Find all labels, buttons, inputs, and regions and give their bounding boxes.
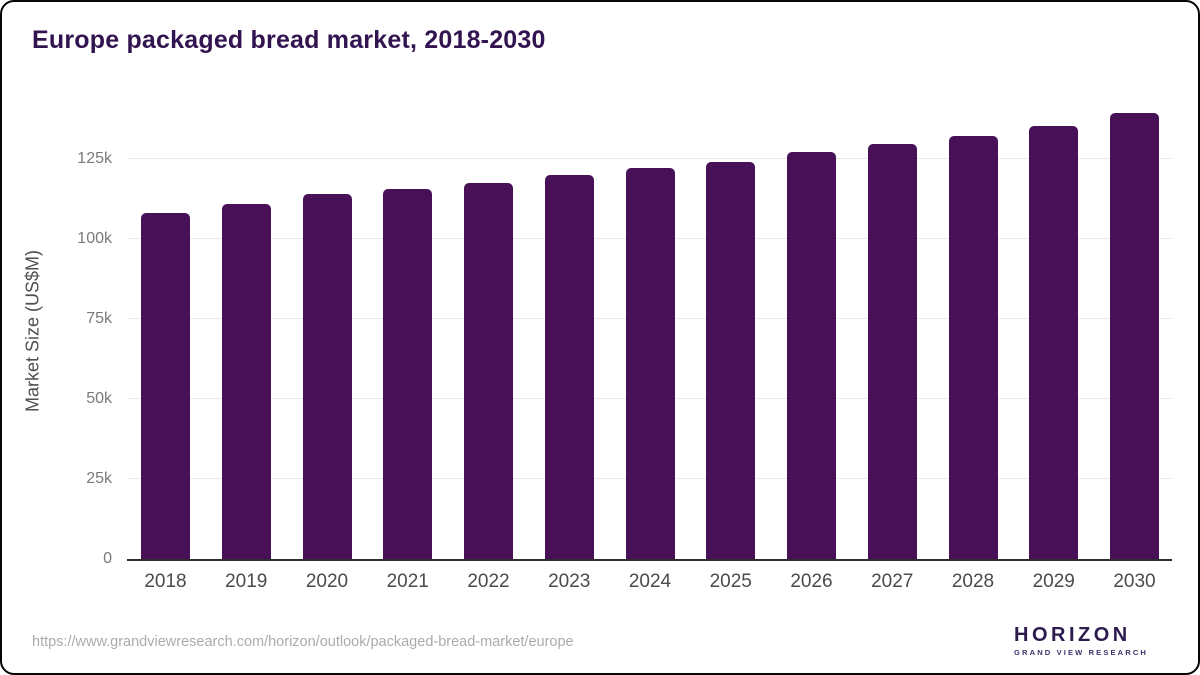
x-axis-tick-label: 2020 (305, 571, 349, 592)
bar-column: 2027 (867, 101, 917, 592)
horizon-logo: HORIZON GRAND VIEW RESEARCH (968, 622, 1148, 659)
gridline (127, 158, 1172, 159)
plot-area: 0 25k 50k 75k 100k 125k 2018 2019 2020 2021 2022 2… (77, 101, 1172, 592)
y-axis-tick-label: 25k (86, 470, 112, 487)
bar-column: 2024 (625, 101, 675, 592)
bar-2018[interactable] (141, 212, 190, 559)
x-axis-tick-label: 2028 (951, 571, 995, 592)
bar-2029[interactable] (1029, 126, 1079, 559)
y-axis-tick-label: 50k (86, 390, 112, 407)
bar-series: 2018 2019 2020 2021 2022 2023 2024 2025 2026 2027… (127, 101, 1172, 592)
x-axis-tick-label: 2023 (548, 571, 591, 592)
bar-2025[interactable] (706, 161, 756, 559)
x-axis-tick-label: 2026 (790, 571, 833, 592)
logo-brand-text: HORIZON (1014, 623, 1131, 646)
x-axis-tick-label: 2019 (225, 571, 268, 592)
footer-source-url: https://www.grandviewresearch.com/horizo… (32, 634, 574, 650)
bar-2030[interactable] (1110, 113, 1159, 559)
logo-reflection-line (983, 651, 991, 654)
x-axis-tick-label: 2024 (628, 571, 672, 592)
bar-2020[interactable] (302, 194, 352, 559)
bar-column: 2028 (948, 101, 998, 592)
x-axis-tick-label: 2030 (1113, 571, 1156, 592)
bar-2021[interactable] (383, 189, 433, 559)
bar-2027[interactable] (867, 143, 917, 559)
logo-reflection-line (980, 646, 994, 649)
bar-column: 2030 (1110, 101, 1159, 592)
bar-2028[interactable] (948, 135, 998, 559)
logo-sun-icon (979, 631, 995, 647)
logo-subbrand-text: GRAND VIEW RESEARCH (1014, 647, 1148, 657)
x-axis-tick-label: 2022 (467, 571, 510, 592)
x-axis-tick-label: 2025 (709, 571, 752, 592)
bar-column: 2018 (141, 101, 190, 592)
chart-title: Europe packaged bread market, 2018-2030 (32, 26, 546, 54)
y-axis-tick-label: 75k (86, 310, 112, 327)
bar-2023[interactable] (544, 175, 594, 559)
x-axis-tick-label: 2021 (386, 571, 429, 592)
y-axis-tick-label: 100k (77, 230, 112, 247)
bar-2024[interactable] (625, 168, 675, 559)
x-axis-tick-label: 2027 (871, 571, 914, 592)
bar-column: 2025 (706, 101, 756, 592)
bar-column: 2023 (544, 101, 594, 592)
bar-2026[interactable] (787, 152, 836, 559)
bar-column: 2029 (1029, 101, 1079, 592)
bar-column: 2019 (221, 101, 271, 592)
y-axis-tick-label: 0 (103, 550, 112, 567)
logo-text-block: HORIZON GRAND VIEW RESEARCH (1014, 623, 1148, 657)
x-axis-tick-label: 2029 (1032, 571, 1075, 592)
horizon-logo-icon (968, 622, 1005, 659)
y-axis-tick-label: 125k (77, 150, 112, 167)
bar-2022[interactable] (464, 182, 513, 559)
bar-column: 2021 (383, 101, 433, 592)
x-axis-tick-label: 2018 (144, 571, 187, 592)
bar-column: 2022 (464, 101, 513, 592)
y-axis-title: Market Size (US$M) (22, 249, 43, 413)
bar-column: 2020 (302, 101, 352, 592)
bar-2019[interactable] (221, 203, 271, 559)
bar-column: 2026 (787, 101, 836, 592)
